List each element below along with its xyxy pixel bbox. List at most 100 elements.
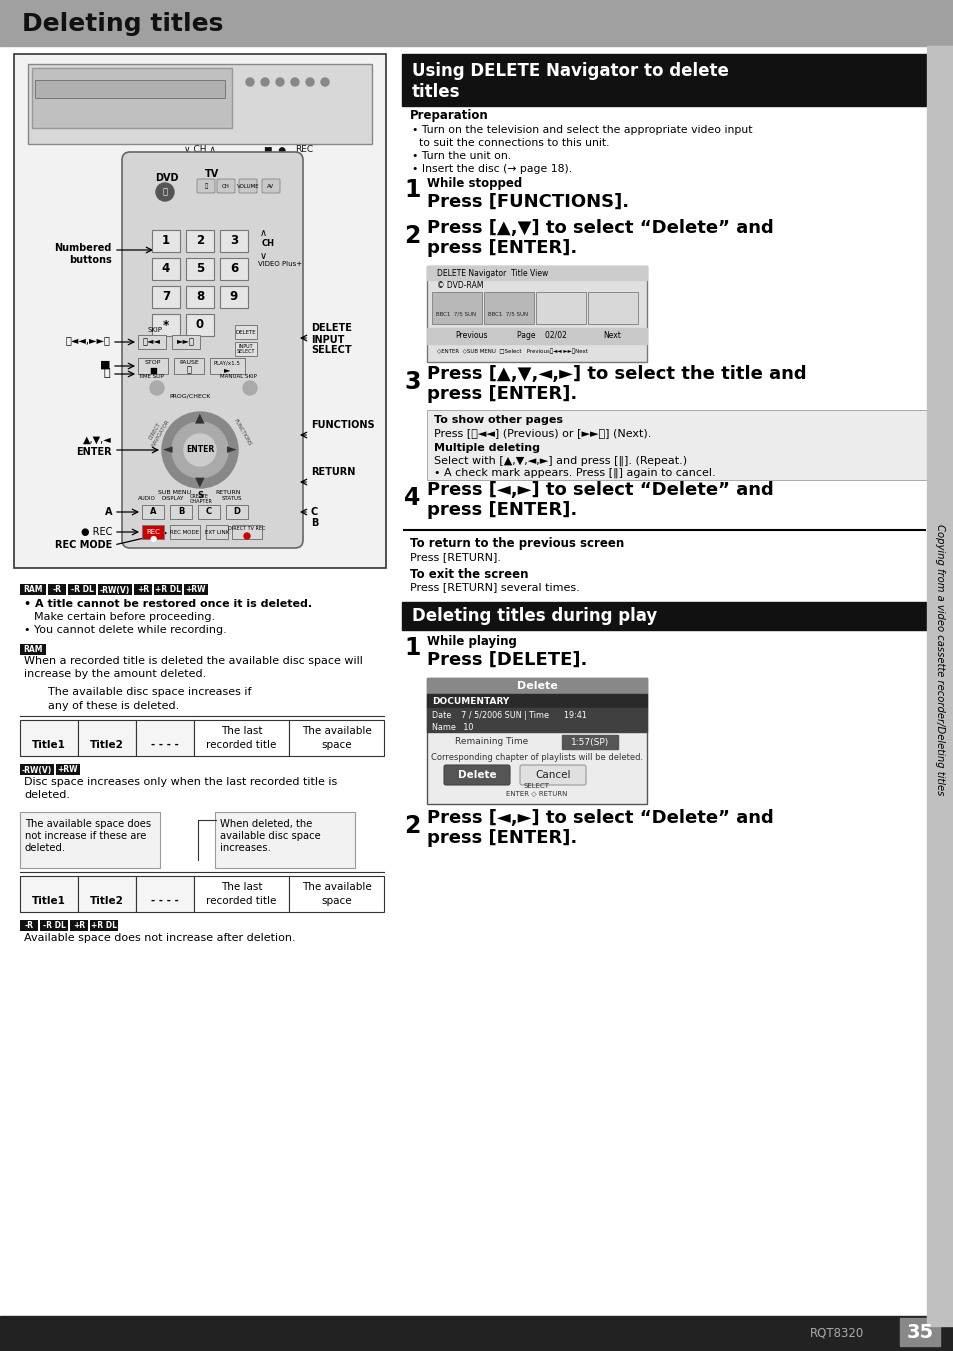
- Text: ENTER: ENTER: [76, 447, 112, 457]
- Bar: [536, 292, 585, 324]
- Text: © DVD-RAM: © DVD-RAM: [436, 281, 483, 289]
- Text: Title1: Title1: [32, 896, 66, 907]
- Text: +R: +R: [72, 921, 85, 931]
- Text: press [ENTER].: press [ENTER].: [427, 239, 577, 257]
- Bar: [0, 1316, 953, 1351]
- Text: Press [FUNCTIONS].: Press [FUNCTIONS].: [427, 193, 628, 211]
- Bar: [899, 1319, 939, 1346]
- Text: ◄: ◄: [163, 443, 172, 457]
- Text: PROG/CHECK: PROG/CHECK: [169, 393, 211, 399]
- Text: Next: Next: [602, 331, 620, 340]
- Circle shape: [246, 78, 253, 86]
- Bar: [138, 358, 168, 374]
- Text: D: D: [233, 508, 240, 516]
- Text: DISPLAY: DISPLAY: [162, 497, 184, 501]
- Text: ⏻: ⏻: [162, 188, 168, 196]
- Text: VIDEO Plus+: VIDEO Plus+: [257, 261, 302, 267]
- Text: 1:57(SP): 1:57(SP): [570, 738, 608, 747]
- Bar: [20, 920, 38, 931]
- Bar: [98, 584, 132, 594]
- Text: The last: The last: [220, 882, 262, 892]
- Text: Press [▲,▼] to select “Delete” and: Press [▲,▼] to select “Delete” and: [427, 219, 773, 236]
- Text: ▲,▼,◄: ▲,▼,◄: [83, 435, 112, 444]
- Bar: [193, 875, 289, 912]
- Bar: [193, 720, 289, 757]
- Circle shape: [243, 381, 256, 394]
- Text: press [ENTER].: press [ENTER].: [427, 501, 577, 519]
- Text: Previous: Previous: [456, 331, 488, 340]
- Text: CH: CH: [262, 239, 274, 249]
- Text: press [ENTER].: press [ENTER].: [427, 830, 577, 847]
- Text: 5: 5: [195, 262, 204, 276]
- Text: BBC1  7/5 SUN: BBC1 7/5 SUN: [488, 312, 528, 316]
- Text: RAM: RAM: [23, 646, 43, 654]
- Text: A: A: [150, 508, 156, 516]
- Text: deleted.: deleted.: [24, 790, 70, 800]
- Text: increase by the amount deleted.: increase by the amount deleted.: [24, 669, 206, 680]
- Text: ∨: ∨: [260, 251, 267, 261]
- Text: Press [◄,►] to select “Delete” and: Press [◄,►] to select “Delete” and: [427, 809, 773, 827]
- Text: ⧘◄◄,►►⧙: ⧘◄◄,►►⧙: [65, 335, 110, 345]
- Bar: [68, 584, 96, 594]
- Text: deleted.: deleted.: [25, 843, 66, 852]
- Circle shape: [150, 381, 164, 394]
- Bar: [401, 54, 926, 105]
- Text: S: S: [196, 490, 203, 500]
- Text: DELETE Navigator  Title View: DELETE Navigator Title View: [436, 269, 548, 277]
- Text: +R: +R: [137, 585, 149, 594]
- Bar: [427, 708, 646, 732]
- Bar: [136, 875, 193, 912]
- Text: Title1: Title1: [32, 740, 66, 750]
- Text: 2: 2: [403, 224, 420, 249]
- Text: DIRECT
NAVIGATOR: DIRECT NAVIGATOR: [146, 416, 170, 447]
- Text: ▲: ▲: [195, 412, 205, 424]
- Bar: [220, 230, 248, 253]
- Text: 1: 1: [403, 178, 420, 203]
- Text: recorded title: recorded title: [206, 896, 276, 907]
- Bar: [184, 584, 208, 594]
- Text: TV: TV: [205, 169, 219, 178]
- Text: space: space: [321, 896, 352, 907]
- Text: ∧: ∧: [260, 228, 267, 238]
- Text: When deleted, the: When deleted, the: [220, 819, 312, 830]
- Bar: [561, 735, 618, 748]
- Text: AV: AV: [267, 184, 274, 189]
- Text: CREATE
CHAPTER: CREATE CHAPTER: [190, 493, 213, 504]
- Text: Title2: Title2: [90, 896, 124, 907]
- Text: *: *: [163, 319, 169, 331]
- Text: 3: 3: [403, 370, 420, 394]
- Bar: [220, 258, 248, 280]
- Text: - - - -: - - - -: [151, 896, 179, 907]
- Text: The available space does: The available space does: [25, 819, 151, 830]
- Text: SUB MENU: SUB MENU: [158, 489, 192, 494]
- Bar: [90, 920, 118, 931]
- Text: To exit the screen: To exit the screen: [410, 567, 528, 581]
- Text: Using DELETE Navigator to delete: Using DELETE Navigator to delete: [412, 62, 728, 80]
- Text: STATUS: STATUS: [222, 497, 242, 501]
- Text: SELECT: SELECT: [311, 345, 352, 355]
- Bar: [427, 409, 926, 480]
- Text: The available: The available: [301, 725, 371, 736]
- Bar: [20, 875, 78, 912]
- Circle shape: [320, 78, 329, 86]
- Bar: [170, 526, 200, 539]
- Circle shape: [172, 422, 228, 478]
- Text: EXT LINK: EXT LINK: [205, 530, 229, 535]
- FancyBboxPatch shape: [262, 178, 280, 193]
- Text: • Insert the disc (→ page 18).: • Insert the disc (→ page 18).: [412, 163, 572, 174]
- Bar: [427, 266, 646, 280]
- Text: -R: -R: [25, 921, 33, 931]
- Bar: [587, 292, 638, 324]
- Bar: [210, 358, 245, 374]
- Text: 2: 2: [403, 815, 420, 838]
- Text: DVD: DVD: [154, 173, 178, 182]
- Text: -RW(V): -RW(V): [22, 766, 52, 774]
- Text: A: A: [105, 507, 112, 517]
- Bar: [427, 328, 646, 345]
- Text: RQT8320: RQT8320: [809, 1327, 863, 1339]
- Text: CH: CH: [222, 184, 230, 189]
- Text: FUNCTIONS: FUNCTIONS: [232, 417, 252, 446]
- Text: INPUT
SELECT: INPUT SELECT: [236, 343, 255, 354]
- Bar: [926, 46, 953, 1325]
- Text: - - - -: - - - -: [151, 740, 179, 750]
